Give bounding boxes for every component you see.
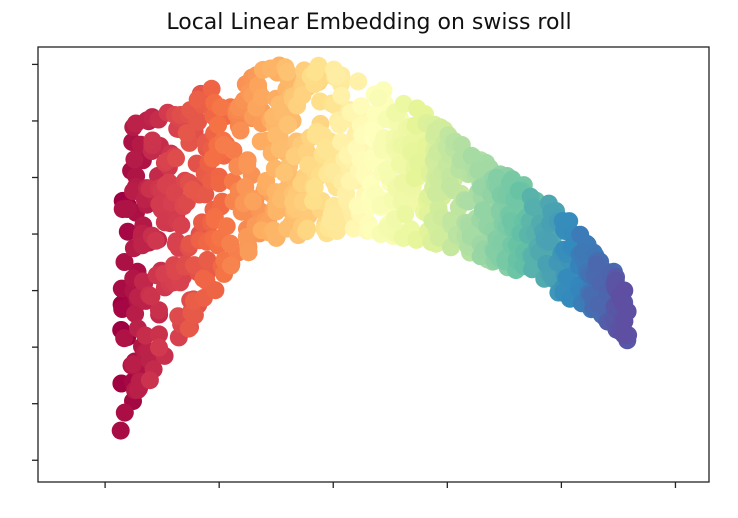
scatter-point bbox=[210, 174, 229, 193]
scatter-point bbox=[261, 59, 280, 78]
scatter-point bbox=[126, 304, 145, 323]
scatter-point bbox=[293, 86, 312, 105]
scatter-point bbox=[150, 338, 168, 357]
scatter-point bbox=[115, 329, 134, 348]
scatter-point bbox=[442, 211, 461, 230]
scatter-point bbox=[540, 232, 559, 251]
scatter-point bbox=[344, 219, 363, 238]
scatter-point bbox=[238, 156, 257, 174]
scatter-point bbox=[150, 301, 168, 320]
scatter-point bbox=[198, 250, 217, 269]
scatter-point bbox=[523, 260, 542, 279]
scatter-point bbox=[203, 149, 222, 168]
scatter-point bbox=[128, 380, 147, 399]
chart-title: Local Linear Embedding on swiss roll bbox=[166, 10, 572, 35]
scatter-point bbox=[278, 63, 297, 82]
plot-frame bbox=[37, 46, 710, 483]
scatter-point bbox=[124, 355, 142, 374]
scatter-point bbox=[304, 192, 323, 211]
scatter-point bbox=[309, 56, 328, 75]
scatter-point bbox=[136, 326, 155, 345]
scatter-point bbox=[473, 201, 492, 220]
scatter-point bbox=[253, 88, 272, 107]
scatter-point bbox=[409, 153, 428, 172]
scatter-point bbox=[140, 371, 159, 390]
scatter-point bbox=[118, 200, 137, 218]
scatter-point bbox=[405, 169, 424, 187]
scatter-point bbox=[214, 136, 233, 155]
scatter-point bbox=[217, 217, 236, 236]
scatter-point bbox=[111, 421, 130, 440]
scatter-point bbox=[239, 243, 258, 262]
scatter-point bbox=[177, 124, 196, 143]
scatter-point bbox=[115, 253, 134, 271]
scatter-point bbox=[231, 121, 250, 140]
scatter-point bbox=[349, 72, 368, 91]
scatter-point bbox=[222, 256, 240, 275]
scatter-point bbox=[396, 205, 415, 224]
scatter-point bbox=[408, 99, 426, 118]
scatter-point bbox=[614, 325, 633, 344]
scatter-point bbox=[165, 183, 184, 202]
ticks-layer bbox=[32, 63, 677, 488]
scatter-point bbox=[462, 146, 481, 165]
scatter-point bbox=[172, 216, 191, 235]
scatter-point bbox=[125, 150, 144, 169]
scatter-point bbox=[202, 79, 221, 98]
scatter-point bbox=[299, 156, 318, 174]
scatter-point bbox=[194, 269, 213, 288]
scatter-point bbox=[332, 86, 351, 105]
scatter-point bbox=[251, 132, 270, 151]
scatter-point bbox=[244, 192, 262, 211]
scatter-point bbox=[146, 231, 165, 250]
scatter-point bbox=[352, 97, 371, 116]
scatter-point bbox=[279, 115, 297, 134]
scatter-point bbox=[196, 185, 215, 204]
scatter-point bbox=[589, 295, 608, 314]
points-layer bbox=[111, 56, 638, 440]
scatter-point bbox=[369, 89, 388, 107]
scatter-point bbox=[525, 198, 544, 217]
scatter-point bbox=[618, 302, 637, 321]
scatter-point bbox=[298, 219, 317, 238]
scatter-point bbox=[142, 287, 161, 306]
scatter-point bbox=[305, 178, 324, 197]
scatter-point bbox=[150, 325, 168, 344]
scatter-point bbox=[143, 131, 162, 150]
scatter-point bbox=[330, 115, 349, 134]
scatter-point bbox=[188, 90, 207, 109]
scatter-point bbox=[211, 98, 230, 117]
scatter-point bbox=[209, 116, 228, 134]
scatter-point bbox=[179, 319, 198, 338]
scatter-point bbox=[221, 234, 240, 253]
scatter-point bbox=[391, 154, 409, 173]
scatter-point bbox=[118, 222, 137, 241]
scatter-point bbox=[133, 272, 152, 291]
scatter-point bbox=[275, 163, 294, 182]
scatter-point bbox=[115, 403, 134, 422]
scatter-point bbox=[587, 255, 606, 274]
scatter-point bbox=[321, 212, 340, 231]
scatter-point bbox=[167, 149, 185, 168]
scatter-point bbox=[206, 281, 225, 300]
scatter-point bbox=[327, 67, 346, 86]
scatter-point bbox=[270, 140, 289, 159]
scatter-point bbox=[440, 176, 459, 195]
